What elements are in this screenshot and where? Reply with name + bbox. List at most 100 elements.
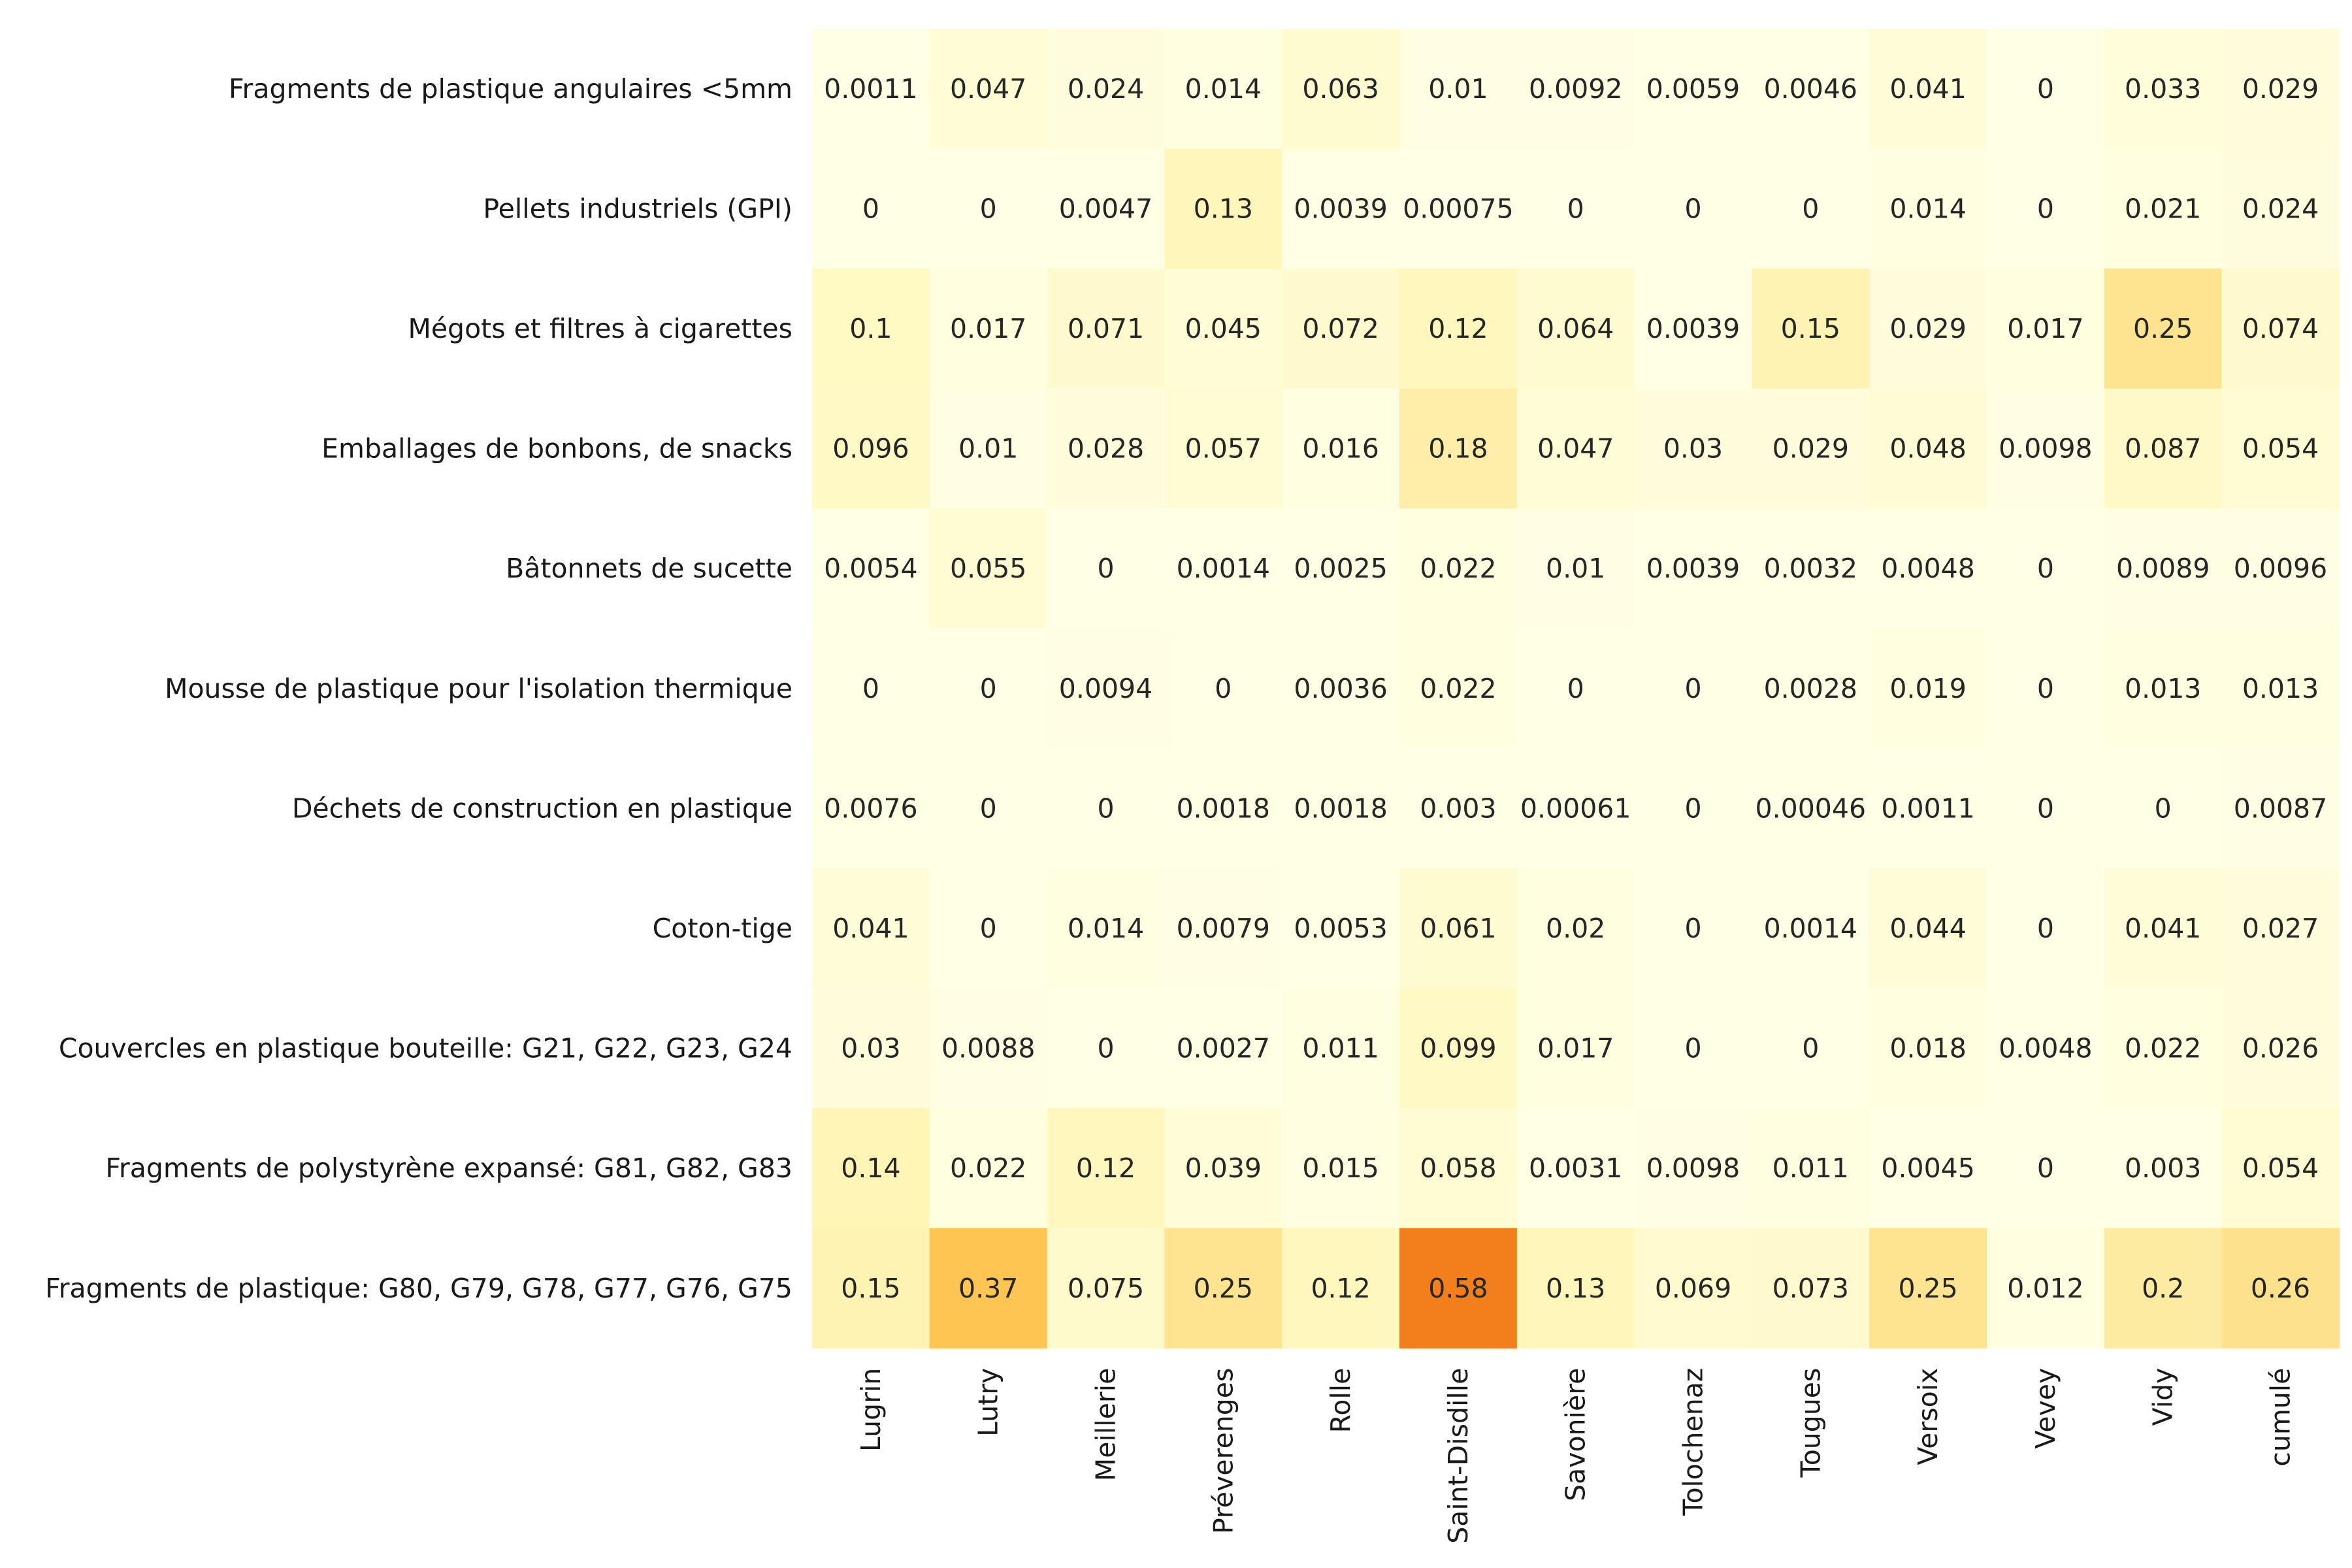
heatmap-cell [1634,508,1752,629]
column-label: Préverenges [1207,1368,1239,1534]
cell-value-label: 0.03 [841,1033,900,1064]
heatmap-cell [1047,748,1165,869]
heatmap-cell [1987,269,2105,389]
cell-value-label: 0.029 [2242,73,2319,105]
cell-value-label: 0.0014 [1764,913,1857,944]
heatmap-cell [1634,988,1752,1109]
cell-value-label: 0.022 [2125,1033,2201,1064]
cell-value-label: 0.013 [2242,673,2319,704]
cell-value-label: 0.12 [1311,1273,1370,1304]
heatmap-cell [812,1108,930,1229]
cell-value-label: 0.2 [2142,1273,2184,1304]
cell-value-label: 0 [1684,792,1701,824]
cell-value-label: 0.041 [832,913,909,944]
cell-value-label: 0.0089 [2116,553,2210,584]
column-label: Savonière [1560,1368,1592,1501]
cell-value-label: 0.14 [841,1152,900,1184]
heatmap-cell [2104,29,2223,150]
heatmap-cell [1516,148,1635,269]
heatmap-cell [1164,269,1282,389]
cell-value-label: 0.054 [2242,433,2319,465]
cell-value-label: 0.039 [1185,1152,1262,1184]
heatmap-cell [1987,148,2105,269]
cell-value-label: 0.0039 [1646,313,1740,344]
cell-value-label: 0.0028 [1764,673,1857,704]
heatmap-cell [2221,748,2340,869]
cell-value-label: 0.0014 [1177,553,1270,584]
cell-value-label: 0.0011 [1881,792,1974,824]
heatmap-cell [1516,748,1635,869]
heatmap-cell [812,748,930,869]
heatmap-cell [1869,868,1987,989]
heatmap-cell [1752,29,1870,150]
heatmap-cell [1516,1228,1635,1349]
cell-value-label: 0 [862,673,879,704]
cell-value-label: 0.045 [1185,313,1262,344]
cell-value-label: 0.0048 [1881,553,1974,584]
cell-value-label: 0.017 [950,313,1026,344]
heatmap-cell [1752,508,1870,629]
heatmap-cell [1987,988,2105,1109]
column-label: Vevey [2030,1368,2061,1449]
heatmap-cell [1164,988,1282,1109]
cell-value-label: 0.00061 [1520,792,1631,824]
heatmap-cell [1282,508,1400,629]
heatmap-cell [1282,269,1400,389]
heatmap-cell [1516,868,1635,989]
heatmap-cell [2104,868,2223,989]
heatmap-cell [929,629,1048,749]
cell-value-label: 0 [2037,1152,2054,1184]
cell-value-label: 0.0076 [824,792,917,824]
cell-value-label: 0.017 [2007,313,2083,344]
heatmap-cell [812,508,930,629]
heatmap-cell [1634,1228,1752,1349]
heatmap-cell [1399,269,1518,389]
heatmap-cell [1282,1228,1400,1349]
cell-value-label: 0.029 [1889,313,1966,344]
heatmap-cell [1987,508,2105,629]
heatmap-cell [929,269,1048,389]
cell-value-label: 0.061 [1420,913,1496,944]
cell-value-label: 0.048 [1889,433,1966,465]
cell-value-label: 0 [1097,792,1114,824]
heatmap-cell [1047,148,1165,269]
cell-value-label: 0 [2037,193,2054,224]
heatmap-cell [929,29,1048,150]
heatmap-cell [1282,148,1400,269]
cell-value-label: 0.1 [849,313,892,344]
heatmap-cell [1869,1108,1987,1229]
heatmap-cell [1164,508,1282,629]
heatmap-cell [1516,269,1635,389]
heatmap-cell [2221,1108,2340,1229]
row-label: Couvercles en plastique bouteille: G21, … [59,1033,792,1064]
column-label: Saint-Disdille [1443,1368,1474,1544]
cell-value-label: 0.25 [1898,1273,1957,1304]
heatmap-cell [2104,1108,2223,1229]
cell-value-label: 0.072 [1302,313,1379,344]
cell-value-label: 0.13 [1194,193,1253,224]
cell-value-label: 0.0048 [1999,1033,2092,1064]
cell-value-label: 0.003 [2125,1152,2201,1184]
cell-value-label: 0.014 [1889,193,1966,224]
row-label: Emballages de bonbons, de snacks [321,433,792,465]
heatmap-cell [1987,629,2105,749]
heatmap-cell [1516,388,1635,509]
cell-value-label: 0 [1684,193,1701,224]
heatmap-cell [1869,508,1987,629]
column-label: Tolochenaz [1678,1368,1709,1516]
cell-value-label: 0.25 [1194,1273,1253,1304]
heatmap-cell [1634,1108,1752,1229]
cell-value-label: 0.18 [1428,433,1488,465]
column-label: Versoix [1912,1368,1944,1465]
heatmap-cell [1752,1108,1870,1229]
cell-value-label: 0 [2037,553,2054,584]
cell-value-label: 0.0096 [2234,553,2327,584]
cell-value-label: 0.01 [1546,553,1605,584]
heatmap-cell [1987,29,2105,150]
heatmap-cell [1987,1228,2105,1349]
heatmap-cell [1282,388,1400,509]
cell-value-label: 0.01 [958,433,1018,465]
column-label: Tougues [1795,1368,1826,1478]
cell-value-label: 0.016 [1302,433,1379,465]
heatmap-cell [2221,1228,2340,1349]
